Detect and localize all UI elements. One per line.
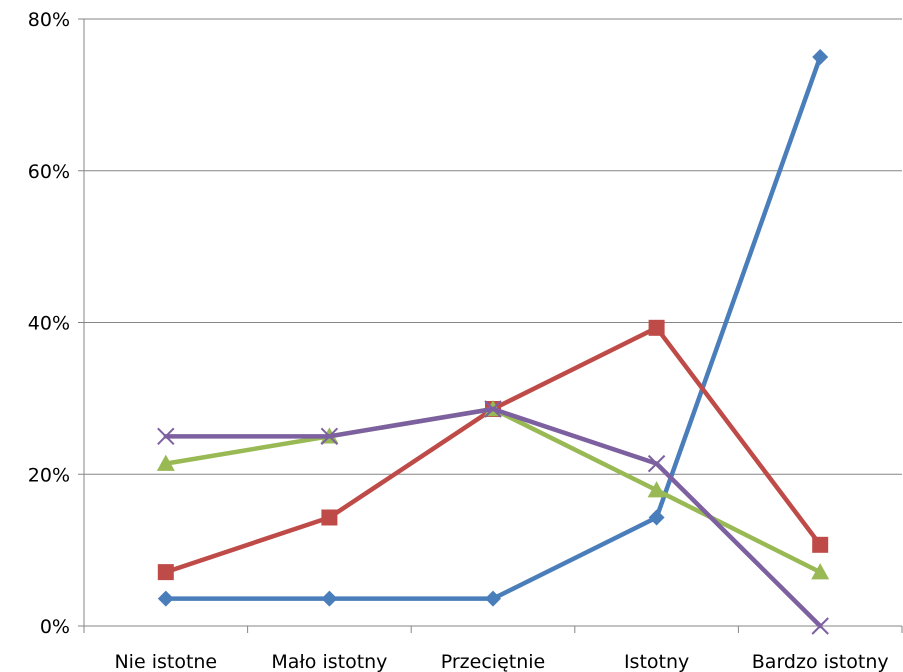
category-label: Przeciętnie [441,651,545,672]
category-label: Mało istotny [271,651,387,672]
category-label: Bardzo istotny [752,651,889,672]
series-4 [157,400,829,635]
series-line [163,325,823,575]
data-point [157,564,174,581]
data-point [321,590,338,607]
series-1 [157,48,829,607]
data-point [157,590,174,607]
y-tick-label: 0% [40,616,70,638]
data-point [811,617,829,635]
y-tick-label: 60% [28,161,70,183]
data-point [647,481,666,498]
data-point [811,563,830,580]
data-point [648,509,665,526]
series-3 [156,399,830,580]
data-point [812,536,829,553]
data-point [485,590,501,607]
data-point [484,400,502,418]
data-point [321,509,338,526]
y-tick-label: 80% [28,9,70,31]
data-point [320,427,339,446]
axes [78,18,903,633]
y-tick-label: 20% [28,464,70,486]
category-label: Nie istotne [114,651,217,672]
data-point [812,48,829,65]
data-point [156,454,175,471]
category-label: Istotny [624,651,689,672]
y-tick-labels: 0% 20% 40% 60% 80% [28,9,70,638]
data-point [157,427,175,446]
series-line [163,406,823,575]
data-point [647,454,666,473]
series-group [156,48,830,635]
y-tick-label: 40% [28,313,70,335]
series-line [163,54,823,601]
data-point [648,319,665,336]
category-labels: Nie istotne Mało istotny Przeciętnie Istotn… [114,651,888,672]
